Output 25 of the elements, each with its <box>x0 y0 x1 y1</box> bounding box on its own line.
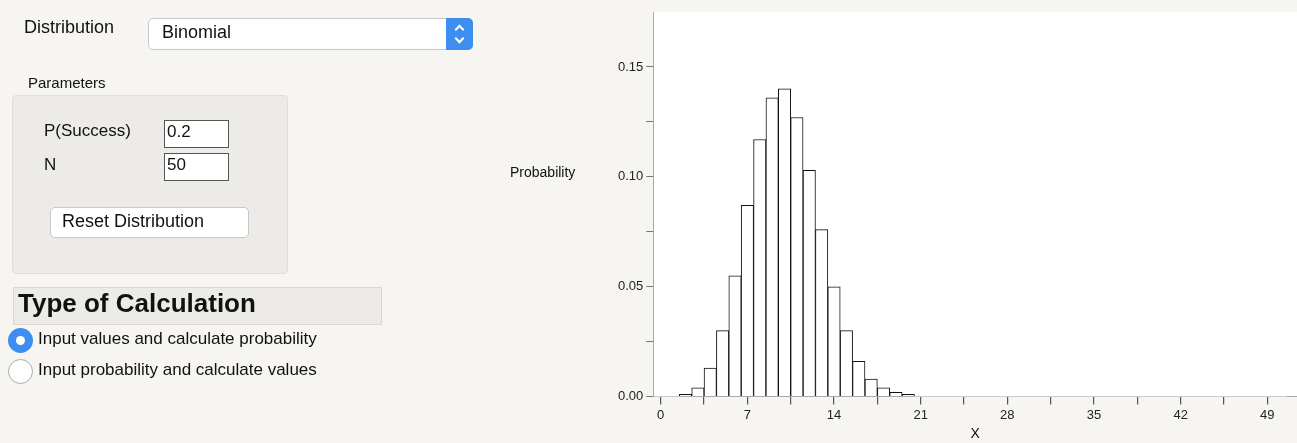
text: Input probability and calculate values <box>38 360 317 380</box>
text: 50 <box>167 155 186 175</box>
x-tick-label: 42 <box>1173 406 1188 422</box>
text: N <box>44 155 57 175</box>
x-tick-label: 14 <box>826 406 842 422</box>
x-tick-label: 7 <box>743 406 751 422</box>
x-tick-label: 35 <box>1086 406 1102 422</box>
x-tick-label: 0 <box>657 406 665 422</box>
y-axis-title: Probability <box>510 164 576 181</box>
x-tick-label: 49 <box>1260 406 1275 422</box>
text: Reset Distribution <box>62 211 205 232</box>
text: Input values and calculate probability <box>38 329 317 349</box>
text: 0.2 <box>167 122 191 142</box>
y-tick-label: 0.05 <box>617 278 644 294</box>
y-tick-label: 0.10 <box>617 168 644 184</box>
text: Type of Calculation <box>18 288 256 319</box>
x-axis-title: X <box>970 425 981 442</box>
text: P(Success) <box>44 121 131 141</box>
x-tick-label: 21 <box>913 406 928 422</box>
x-tick-label: 28 <box>1000 406 1015 422</box>
y-tick-label: 0.00 <box>617 388 644 404</box>
y-tick-label: 0.15 <box>617 58 644 74</box>
text: Binomial <box>162 22 232 43</box>
text: Parameters <box>28 74 106 91</box>
text: Distribution <box>24 17 115 38</box>
